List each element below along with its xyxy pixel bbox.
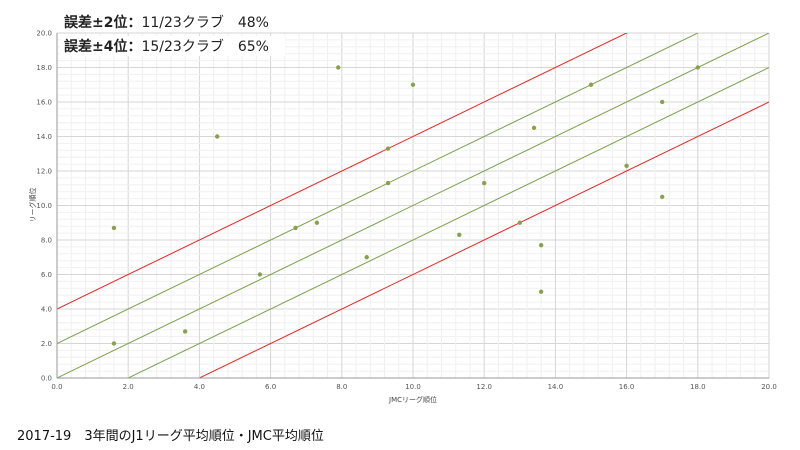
- data-point-5: [293, 225, 298, 231]
- svg-text:誤差±4位：15/23クラブ 65%: 誤差±4位：15/23クラブ 65%: [64, 38, 269, 55]
- data-point-11: [410, 82, 416, 87]
- band-line-3: [127, 67, 769, 378]
- annotation-error-2-value: 11/23クラブ 48%: [141, 14, 268, 31]
- chart-caption: 2017-19 3年間のJ1リーグ平均順位・JMC平均順位: [17, 429, 324, 444]
- y-tick-label: 12.0: [36, 168, 52, 176]
- error-bands: [57, 33, 769, 378]
- x-axis-ticks: 0.0 2.0 4.0 6.0 8.0 10.0 12.0 14.0 16.0 18.0 20.0: [51, 383, 776, 391]
- x-tick-label: 8.0: [336, 383, 347, 391]
- data-point-20: [660, 99, 665, 105]
- y-tick-label: 0.0: [41, 375, 52, 383]
- y-tick-label: 14.0: [36, 133, 52, 141]
- data-point-21: [660, 194, 665, 200]
- band-line-2: [57, 33, 769, 378]
- x-axis-title: JMCリーグ順位: [388, 395, 437, 404]
- y-axis-ticks: 0.0 2.0 4.0 6.0 8.0 10.0 12.0 14.0 16.0 18.0 20.0: [36, 30, 52, 383]
- data-point-17: [538, 289, 544, 294]
- annotation-error-2: 誤差±2位：11/23クラブ 48%: [60, 11, 285, 31]
- y-tick-label: 18.0: [36, 64, 52, 72]
- x-tick-label: 4.0: [194, 383, 205, 391]
- x-tick-label: 10.0: [405, 383, 421, 391]
- data-point-1: [111, 341, 117, 346]
- band-line-1: [57, 33, 699, 344]
- x-tick-label: 0.0: [51, 383, 62, 391]
- band-line-4: [198, 101, 769, 378]
- svg-text:誤差±2位：11/23クラブ 48%: 誤差±2位：11/23クラブ 48%: [64, 14, 269, 31]
- data-point-15: [531, 125, 537, 131]
- x-tick-label: 2.0: [123, 383, 134, 391]
- x-tick-label: 6.0: [265, 383, 276, 391]
- annotation-error-2-label: 誤差±2位：: [64, 14, 141, 31]
- data-point-13: [482, 180, 487, 186]
- y-tick-label: 16.0: [36, 99, 52, 107]
- data-point-9: [385, 146, 391, 151]
- data-point-16: [538, 242, 544, 248]
- data-point-8: [364, 255, 369, 260]
- x-tick-label: 18.0: [690, 383, 706, 391]
- band-line-0: [57, 33, 628, 310]
- data-point-4: [257, 272, 263, 277]
- y-tick-label: 6.0: [41, 271, 52, 279]
- data-point-22: [695, 65, 700, 70]
- data-point-12: [457, 232, 462, 238]
- x-tick-label: 12.0: [476, 383, 492, 391]
- data-point-14: [517, 220, 522, 225]
- annotation-error-4: 誤差±4位：15/23クラブ 65%: [60, 36, 285, 56]
- grid: [56, 32, 770, 379]
- y-tick-label: 4.0: [41, 306, 52, 314]
- y-tick-label: 2.0: [41, 340, 52, 348]
- data-points: [111, 65, 700, 346]
- y-tick-label: 20.0: [36, 30, 52, 38]
- y-tick-label: 10.0: [36, 202, 52, 210]
- data-point-3: [215, 134, 220, 139]
- x-tick-label: 14.0: [548, 383, 564, 391]
- data-point-2: [182, 329, 188, 334]
- y-tick-label: 8.0: [41, 237, 52, 245]
- y-axis-title: リーグ順位: [28, 188, 37, 223]
- data-point-0: [111, 225, 117, 231]
- data-point-19: [624, 163, 629, 169]
- annotation-error-4-value: 15/23クラブ 65%: [141, 38, 268, 55]
- x-tick-label: 20.0: [761, 383, 777, 391]
- data-point-7: [336, 65, 341, 70]
- data-point-18: [588, 82, 594, 87]
- x-tick-label: 16.0: [619, 383, 635, 391]
- annotation-error-4-label: 誤差±4位：: [64, 38, 141, 55]
- data-point-10: [385, 180, 391, 186]
- data-point-6: [314, 220, 320, 225]
